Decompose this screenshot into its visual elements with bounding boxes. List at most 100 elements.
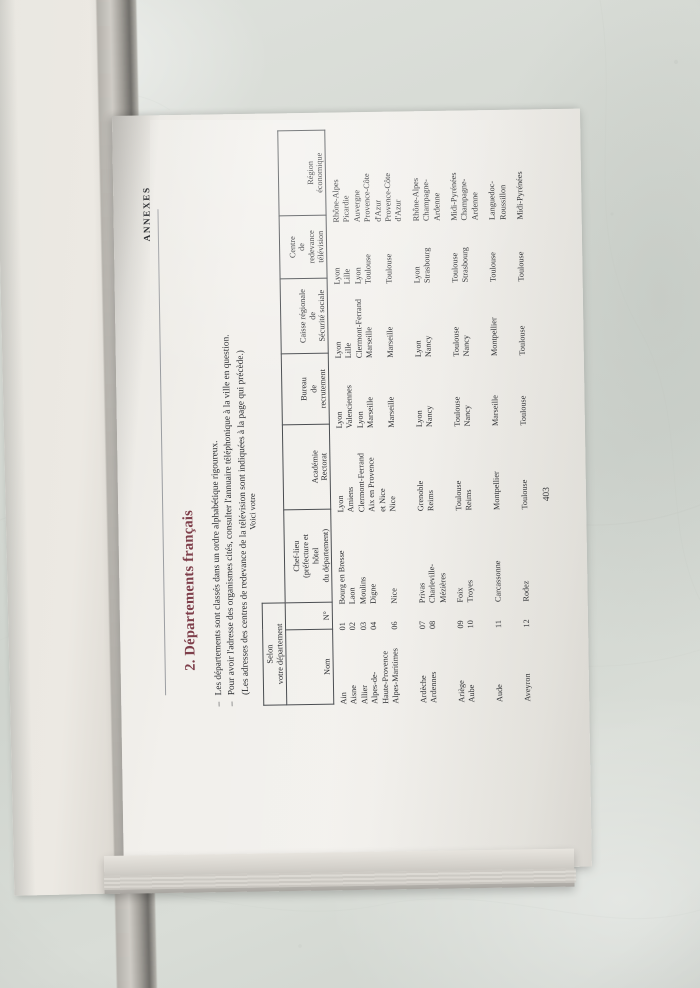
group-left-line2: votre département bbox=[274, 623, 285, 685]
group-left-line1: Selon bbox=[265, 644, 275, 664]
table-cell-nom: Alpes-de- Haute-Provence bbox=[369, 630, 391, 704]
table-cell-nom: Alpes-Maritimes bbox=[390, 629, 412, 704]
table-cell-nom: Aveyron bbox=[522, 627, 534, 701]
cell-line: Marseille bbox=[490, 395, 501, 427]
section-title: 2. Départements français bbox=[180, 509, 199, 671]
table-cell-cais: Montpellier bbox=[489, 282, 511, 356]
col-header-region: Région économique bbox=[277, 130, 327, 216]
col-header-centre: Centre de redevance télévision bbox=[279, 215, 328, 279]
cell-line: Toulouse bbox=[488, 252, 498, 283]
table-body: Ain 01 Bourg en Bresse Lyon Lyon Lyon Lyon Rhôn… bbox=[330, 136, 534, 704]
cell-line: Ardennes bbox=[429, 671, 439, 704]
table-cell-reg: Languedoc- Roussillon bbox=[487, 136, 509, 220]
cell-line: Toulouse bbox=[519, 479, 530, 510]
table-cell-cais: Nancy bbox=[423, 283, 445, 358]
table-cell-nom: Aube bbox=[467, 628, 489, 703]
table-cell-chef: Nice bbox=[388, 511, 410, 604]
col-header-chef-lieu: Chef-lieu (préfecture et hôtel du départ… bbox=[283, 509, 333, 603]
intro-notes: –Les départements sont classés dans un o… bbox=[205, 186, 253, 707]
col-header-academie: Académie Rectorat bbox=[282, 424, 331, 510]
table-cell-reg: Champagne- Ardenne bbox=[459, 136, 481, 221]
table-cell-bur: Nancy bbox=[462, 356, 484, 427]
table-cell-reg: Provence-Côte d'Azur bbox=[362, 138, 384, 222]
table-cell-chef: Troyes bbox=[465, 510, 487, 603]
table-cell-num: 02 bbox=[348, 622, 358, 631]
table-cell-num: 07 bbox=[417, 620, 427, 630]
cell-line: Nancy bbox=[461, 335, 472, 357]
col-header-bureau: Bureau de recrutement bbox=[281, 353, 330, 425]
cell-line: Strasbourg bbox=[460, 247, 471, 283]
cell-line: Marseille bbox=[365, 396, 376, 429]
page-content: ANNEXES 2. Départements français –Les dé… bbox=[130, 119, 573, 842]
table-cell-bur: Marseille bbox=[386, 357, 408, 428]
table-header-row: Nom N° Chef-lieu (préfecture et hôtel du… bbox=[277, 130, 334, 705]
cell-line: Marseille bbox=[386, 396, 396, 428]
table-cell-bur: Marseille bbox=[490, 356, 512, 426]
table-cell-acad: Nice bbox=[387, 427, 409, 512]
cell-line: Aveyron bbox=[522, 673, 533, 702]
col-header-num: N° bbox=[285, 602, 333, 630]
table-cell-bur: Marseille bbox=[365, 358, 387, 428]
cell-line: Aube bbox=[467, 684, 477, 703]
table-cell-num: 01 bbox=[337, 622, 348, 631]
table-cell-num: 08 bbox=[428, 620, 438, 630]
table-cell-cent: Toulouse bbox=[384, 221, 406, 284]
note-text: Les départements sont classés dans un or… bbox=[210, 440, 225, 696]
table-cell-num: 11 bbox=[494, 620, 504, 629]
departments-table: Selon votre département Nom N° Chef-lieu… bbox=[254, 130, 334, 706]
cell-line: Montpellier bbox=[491, 471, 502, 511]
table-cell-chef: Charleville- Mézières bbox=[426, 511, 448, 603]
cell-line: Mézières bbox=[437, 572, 448, 603]
table-cell-chef: Digne bbox=[367, 512, 389, 604]
table-cell-bur: Toulouse bbox=[518, 355, 530, 426]
cell-line: Troyes bbox=[465, 579, 476, 603]
table-cell-cent: Toulouse bbox=[516, 220, 527, 282]
cell-line: Digne bbox=[368, 583, 378, 605]
book-page: ANNEXES 2. Départements français –Les dé… bbox=[112, 108, 592, 874]
group-header-left: Selon votre département bbox=[262, 602, 287, 706]
cell-line: Nancy bbox=[424, 405, 435, 428]
cell-line: Montpellier bbox=[489, 317, 500, 357]
cell-line: Nancy bbox=[423, 335, 434, 358]
cell-line: Reims bbox=[426, 490, 436, 512]
table-cell-num: 04 bbox=[369, 621, 379, 631]
cell-line: Toulouse bbox=[384, 253, 394, 284]
cell-line: Nice bbox=[389, 588, 399, 604]
cell-line: Carcassonne bbox=[493, 560, 503, 603]
table-cell-cais: Marseille bbox=[364, 284, 386, 358]
table-cell-nom: Aude bbox=[494, 628, 516, 702]
cell-line: Alpes-Maritimes bbox=[390, 648, 401, 704]
table-cell-reg: Provence-Côte d'Azur bbox=[382, 137, 404, 222]
table-cell-num: 03 bbox=[358, 621, 368, 631]
cell-line: Reims bbox=[464, 489, 474, 511]
cell-line: Rodez bbox=[521, 580, 531, 602]
table-cell-num: 12 bbox=[522, 619, 532, 628]
table-cell-cais: Toulouse bbox=[517, 281, 529, 356]
table-cell-num: 10 bbox=[466, 620, 476, 629]
cell-line: Strasbourg bbox=[422, 247, 432, 284]
cell-line: Toulouse bbox=[518, 395, 529, 426]
table-cell-num: 06 bbox=[390, 621, 400, 630]
col-header-nom: Nom bbox=[285, 629, 334, 705]
cell-line: Ardenne bbox=[470, 192, 480, 221]
table-cell-bur: Nancy bbox=[424, 357, 446, 428]
table-cell-cent: Strasbourg bbox=[460, 220, 482, 282]
table-cell-cent: Toulouse bbox=[488, 220, 510, 282]
running-head: ANNEXES bbox=[141, 186, 152, 242]
table-cell-num: 09 bbox=[456, 620, 466, 629]
cell-line: Nice bbox=[388, 496, 398, 512]
col-header-caisse: Caisse régionale de Sécurité sociale bbox=[280, 278, 329, 354]
table-cell-acad: Reims bbox=[463, 426, 485, 510]
table-cell-cais: Marseille bbox=[385, 283, 407, 358]
cell-line: Ardenne bbox=[431, 192, 442, 221]
cell-line: d'Azur bbox=[393, 199, 404, 222]
cell-line: Nancy bbox=[463, 405, 473, 427]
running-head-rule bbox=[157, 209, 167, 696]
table-cell-reg: Midi-Pyrénées bbox=[514, 136, 526, 219]
table-cell-acad: Montpellier bbox=[491, 426, 513, 510]
table-cell-nom: Ardennes bbox=[428, 629, 450, 704]
table-cell-acad: Toulouse bbox=[519, 425, 531, 510]
cell-line: Aude bbox=[495, 684, 505, 703]
table-cell-reg: Champagne- Ardenne bbox=[421, 137, 443, 221]
